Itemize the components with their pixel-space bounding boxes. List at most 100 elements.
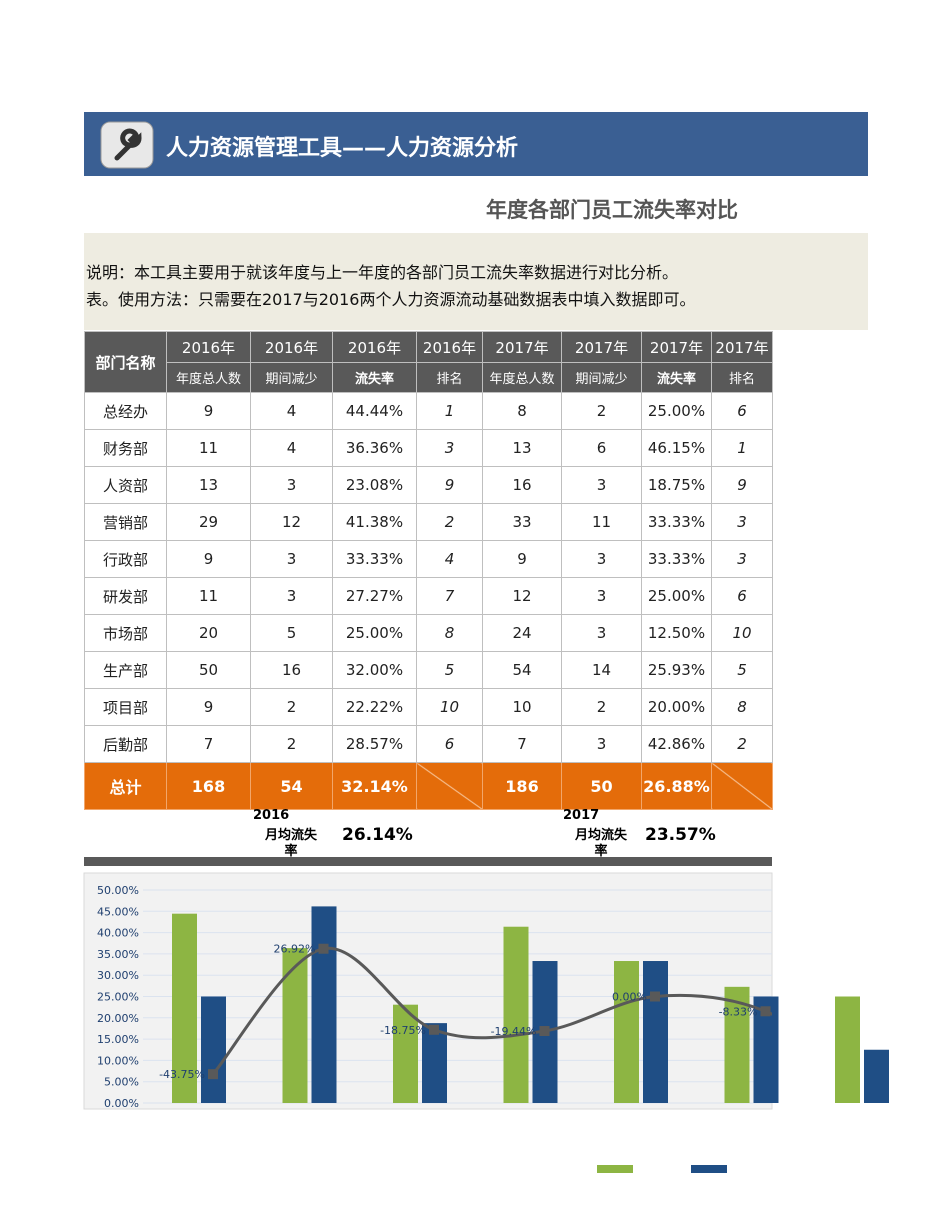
cell: 10 xyxy=(711,614,773,652)
sub-header: 期间减少 xyxy=(561,362,642,393)
cell: 12 xyxy=(482,577,562,615)
bar xyxy=(835,996,860,1103)
data-row: 后勤部 7 2 28.57% 6 7 3 42.86% 2 xyxy=(84,725,773,763)
cell: 4 xyxy=(250,392,333,430)
y-tick-label: 30.00% xyxy=(97,969,139,982)
data-row: 人资部 13 3 23.08% 9 16 3 18.75% 9 xyxy=(84,466,773,504)
cell: 24 xyxy=(482,614,562,652)
y-tick-label: 5.00% xyxy=(104,1076,139,1089)
cell: 54 xyxy=(482,651,562,689)
cell: 18.75% xyxy=(641,466,712,504)
dept-name: 财务部 xyxy=(84,429,167,467)
data-row: 研发部 11 3 27.27% 7 12 3 25.00% 6 xyxy=(84,577,773,615)
cell: 25.00% xyxy=(332,614,417,652)
cell: 10 xyxy=(482,688,562,726)
header-row: 部门名称 2016年 2016年 2016年 2016年 2017年 2017年 2017年 2… xyxy=(84,331,773,393)
cell: 42.86% xyxy=(641,725,712,763)
line-marker xyxy=(429,1024,439,1035)
cell: 16 xyxy=(250,651,333,689)
cell: 25.93% xyxy=(641,651,712,689)
cell: 7 xyxy=(166,725,251,763)
data-table: 部门名称 2016年 2016年 2016年 2016年 2017年 2017年 2017年 2… xyxy=(84,331,773,810)
data-label: 0.00% xyxy=(612,991,647,1004)
cell: 46.15% xyxy=(641,429,712,467)
cell: 9 xyxy=(166,540,251,578)
data-label: -8.33% xyxy=(719,1005,758,1018)
separator xyxy=(84,857,772,866)
cell: 3 xyxy=(416,429,483,467)
tool-icon xyxy=(100,121,154,169)
cell: 9 xyxy=(416,466,483,504)
cell: 33.33% xyxy=(641,503,712,541)
dept-name: 行政部 xyxy=(84,540,167,578)
y-tick-label: 50.00% xyxy=(97,884,139,897)
subtitle: 年度各部门员工流失率对比 xyxy=(486,198,738,222)
dept-name: 后勤部 xyxy=(84,725,167,763)
data-label: -50.00% xyxy=(822,1079,868,1092)
app-title: 人力资源管理工具——人力资源分析 xyxy=(166,136,519,161)
cell: 3 xyxy=(711,540,773,578)
data-row: 项目部 9 2 22.22% 10 10 2 20.00% 8 xyxy=(84,688,773,726)
dept-name: 营销部 xyxy=(84,503,167,541)
line-marker xyxy=(871,1080,881,1090)
cell: 1 xyxy=(711,429,773,467)
cell: 11 xyxy=(166,577,251,615)
data-label: -18.75% xyxy=(380,1024,426,1037)
cell: 7 xyxy=(482,725,562,763)
year-header: 2016年 xyxy=(166,331,251,363)
cell: 33 xyxy=(482,503,562,541)
bar xyxy=(532,961,558,1103)
cell: 32.00% xyxy=(332,651,417,689)
sub-header: 年度总人数 xyxy=(482,362,562,393)
legend-swatch xyxy=(597,1165,633,1173)
total-diag xyxy=(416,762,483,810)
chart-area xyxy=(83,872,773,1110)
legend-swatch xyxy=(691,1165,727,1173)
cell: 3 xyxy=(250,577,333,615)
cell: 1 xyxy=(416,392,483,430)
y-tick-label: 35.00% xyxy=(97,948,139,961)
cell: 3 xyxy=(561,466,642,504)
cell: 12.50% xyxy=(641,614,712,652)
dept-name: 研发部 xyxy=(84,577,167,615)
y-tick-label: 0.00% xyxy=(104,1097,139,1110)
cell: 29 xyxy=(166,503,251,541)
bar xyxy=(201,996,226,1103)
y-tick-label: 10.00% xyxy=(97,1054,139,1067)
cell: 2 xyxy=(250,688,333,726)
cell: 4 xyxy=(416,540,483,578)
cell: 3 xyxy=(250,540,333,578)
cell: 36.36% xyxy=(332,429,417,467)
year-header: 2017年 xyxy=(641,331,712,363)
y-tick-label: 45.00% xyxy=(97,905,139,918)
summary-label: 月均流失率 xyxy=(574,828,627,859)
cell: 5 xyxy=(416,651,483,689)
subtitle-clip: 年度各部门员工流失率对比 xyxy=(84,190,772,226)
cell: 9 xyxy=(711,466,773,504)
bar xyxy=(311,906,337,1103)
cell: 22.22% xyxy=(332,688,417,726)
cell: 8 xyxy=(482,392,562,430)
cell: 13 xyxy=(166,466,251,504)
total-label: 总计 xyxy=(84,762,167,810)
cell: 44.44% xyxy=(332,392,417,430)
cell: 50 xyxy=(166,651,251,689)
data-row: 营销部 29 12 41.38% 2 33 11 33.33% 3 xyxy=(84,503,773,541)
cell: 7 xyxy=(416,577,483,615)
bar xyxy=(724,986,750,1103)
cell: 9 xyxy=(166,392,251,430)
line-marker xyxy=(318,943,329,954)
summary-value: 26.14% xyxy=(342,825,413,845)
year-header: 2016年 xyxy=(416,331,483,363)
sub-header: 流失率 xyxy=(332,362,417,393)
line-marker xyxy=(760,1006,771,1017)
line xyxy=(211,946,772,1076)
cell: 3 xyxy=(561,614,642,652)
year-header: 2017年 xyxy=(711,331,773,363)
cell: 2 xyxy=(250,725,333,763)
data-row: 市场部 20 5 25.00% 8 24 3 12.50% 10 xyxy=(84,614,773,652)
cell: 28.57% xyxy=(332,725,417,763)
dept-name: 生产部 xyxy=(84,651,167,689)
summary-year: 2017 xyxy=(563,808,600,823)
cell: 3 xyxy=(561,577,642,615)
